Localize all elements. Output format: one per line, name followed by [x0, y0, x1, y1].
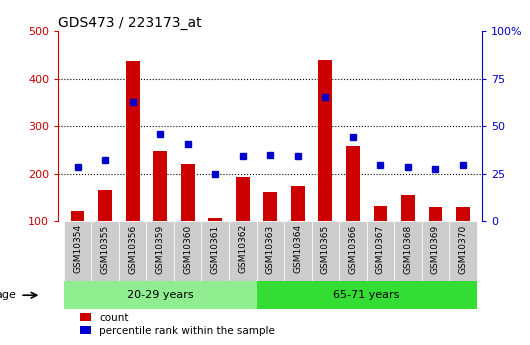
FancyBboxPatch shape — [91, 221, 119, 282]
FancyBboxPatch shape — [449, 221, 477, 282]
Bar — [236, 177, 250, 221]
Bar — [291, 186, 305, 221]
Text: GSM10366: GSM10366 — [348, 224, 357, 274]
FancyBboxPatch shape — [64, 221, 91, 282]
FancyBboxPatch shape — [201, 221, 229, 282]
FancyBboxPatch shape — [312, 221, 339, 282]
FancyBboxPatch shape — [367, 221, 394, 282]
FancyBboxPatch shape — [119, 221, 146, 282]
FancyBboxPatch shape — [146, 221, 174, 282]
Legend: count, percentile rank within the sample: count, percentile rank within the sample — [81, 313, 275, 336]
Text: GSM10361: GSM10361 — [211, 224, 220, 274]
Bar — [257, 282, 477, 309]
Bar — [263, 192, 277, 221]
Text: 20-29 years: 20-29 years — [127, 290, 193, 300]
FancyBboxPatch shape — [257, 221, 284, 282]
Bar — [181, 164, 195, 221]
Text: GSM10362: GSM10362 — [238, 224, 248, 274]
Bar — [98, 190, 112, 221]
Bar — [153, 151, 167, 221]
FancyBboxPatch shape — [174, 221, 201, 282]
Text: GSM10370: GSM10370 — [458, 224, 467, 274]
Text: GSM10360: GSM10360 — [183, 224, 192, 274]
Bar — [429, 207, 443, 221]
Bar — [126, 61, 139, 221]
Text: GSM10354: GSM10354 — [73, 224, 82, 274]
FancyBboxPatch shape — [339, 221, 367, 282]
Text: 65-71 years: 65-71 years — [333, 290, 400, 300]
Text: GSM10365: GSM10365 — [321, 224, 330, 274]
Text: GSM10363: GSM10363 — [266, 224, 275, 274]
Text: age: age — [0, 290, 16, 300]
Text: GSM10369: GSM10369 — [431, 224, 440, 274]
Bar — [64, 282, 257, 309]
Text: GSM10355: GSM10355 — [101, 224, 110, 274]
FancyBboxPatch shape — [422, 221, 449, 282]
Text: GSM10356: GSM10356 — [128, 224, 137, 274]
Bar — [208, 218, 222, 221]
Text: GSM10359: GSM10359 — [156, 224, 165, 274]
Bar — [319, 60, 332, 221]
Bar — [401, 195, 415, 221]
FancyBboxPatch shape — [394, 221, 422, 282]
FancyBboxPatch shape — [229, 221, 257, 282]
FancyBboxPatch shape — [284, 221, 312, 282]
Text: GSM10368: GSM10368 — [403, 224, 412, 274]
Bar — [70, 211, 84, 221]
Text: GDS473 / 223173_at: GDS473 / 223173_at — [58, 16, 202, 30]
Text: GSM10364: GSM10364 — [293, 224, 302, 274]
Bar — [374, 206, 387, 221]
Text: GSM10367: GSM10367 — [376, 224, 385, 274]
Bar — [346, 146, 360, 221]
Bar — [456, 207, 470, 221]
